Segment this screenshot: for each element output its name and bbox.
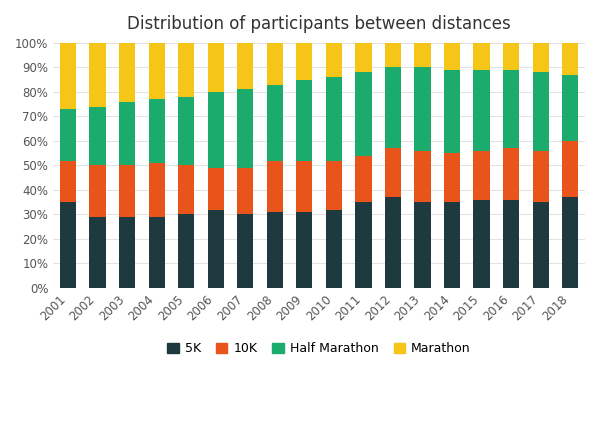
Bar [60,109,76,161]
Bar [237,89,253,168]
Bar [562,43,578,75]
Bar [89,107,106,165]
Bar [473,151,490,200]
Bar [473,200,490,288]
Bar [562,75,578,141]
Bar [149,43,165,99]
Bar [266,212,283,288]
Bar [178,97,194,165]
Bar [355,72,371,156]
Bar [444,153,460,202]
Bar [119,102,135,165]
Bar [444,43,460,70]
Bar [119,43,135,102]
Bar [415,67,431,151]
Bar [355,156,371,202]
Bar [89,217,106,288]
Bar [415,151,431,202]
Bar [178,165,194,214]
Bar [533,202,549,288]
Bar [385,43,401,67]
Bar [296,212,313,288]
Bar [296,43,313,80]
Bar [326,77,342,161]
Bar [326,210,342,288]
Bar [208,43,224,92]
Bar [149,217,165,288]
Bar [503,200,519,288]
Bar [503,148,519,200]
Bar [89,43,106,107]
Bar [60,43,76,109]
Bar [533,72,549,151]
Bar [119,217,135,288]
Bar [149,163,165,217]
Bar [89,165,106,217]
Bar [208,92,224,168]
Bar [60,161,76,202]
Bar [266,43,283,85]
Bar [562,197,578,288]
Bar [60,202,76,288]
Bar [385,197,401,288]
Bar [503,43,519,70]
Bar [473,70,490,151]
Bar [178,43,194,97]
Bar [237,214,253,288]
Bar [533,151,549,202]
Bar [415,43,431,67]
Bar [266,161,283,212]
Bar [385,67,401,148]
Bar [533,43,549,72]
Bar [355,202,371,288]
Bar [208,168,224,210]
Legend: 5K, 10K, Half Marathon, Marathon: 5K, 10K, Half Marathon, Marathon [163,337,476,360]
Bar [444,202,460,288]
Bar [296,80,313,161]
Bar [444,70,460,153]
Bar [296,161,313,212]
Bar [562,141,578,197]
Bar [208,210,224,288]
Bar [415,202,431,288]
Bar [473,43,490,70]
Bar [237,43,253,89]
Bar [178,214,194,288]
Bar [119,165,135,217]
Bar [326,161,342,210]
Bar [326,43,342,77]
Bar [237,168,253,214]
Bar [149,99,165,163]
Bar [385,148,401,197]
Bar [266,85,283,161]
Title: Distribution of participants between distances: Distribution of participants between dis… [127,15,511,33]
Bar [503,70,519,148]
Bar [355,43,371,72]
